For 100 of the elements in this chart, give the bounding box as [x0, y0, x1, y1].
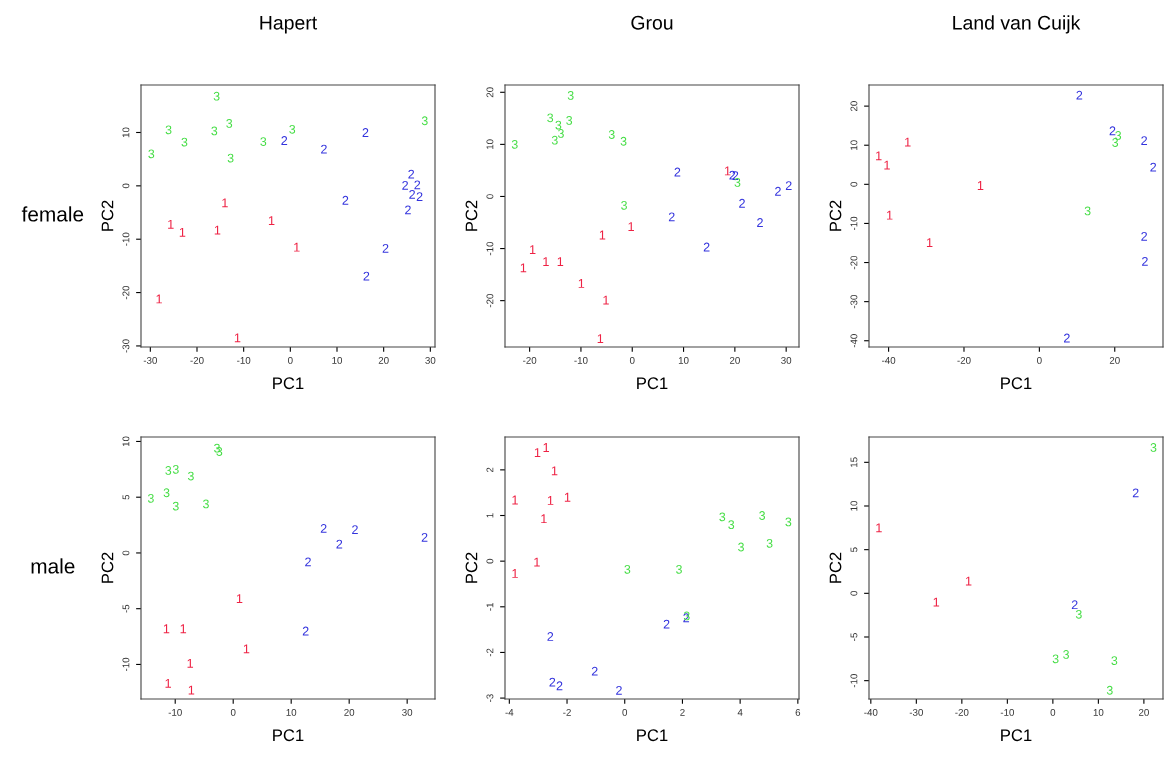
x-tick-label: 0 — [629, 356, 635, 364]
point — [236, 594, 243, 604]
y-tick-label: -40 — [850, 334, 858, 348]
point — [179, 227, 186, 237]
point — [1109, 126, 1116, 136]
point — [566, 116, 573, 125]
point — [1111, 656, 1118, 665]
point — [336, 539, 343, 549]
point — [342, 195, 349, 205]
point — [529, 245, 536, 254]
x-tick-label: 30 — [425, 356, 436, 364]
x-tick-label: -20 — [955, 708, 969, 716]
y-tick-label: -20 — [122, 285, 130, 300]
x-tick-label: 0 — [1050, 708, 1056, 716]
point — [578, 279, 585, 288]
x-tick-label: -40 — [864, 708, 878, 716]
y-tick-label: 0 — [486, 194, 494, 199]
x-tick-label: -40 — [882, 356, 896, 364]
x-tick-label: -10 — [574, 356, 588, 364]
point — [785, 517, 792, 527]
point — [163, 624, 170, 634]
point — [408, 169, 415, 179]
point — [668, 212, 675, 222]
point — [1141, 231, 1148, 241]
point — [556, 681, 563, 691]
y-tick-label: 0 — [850, 591, 858, 596]
x-tick-label: 10 — [332, 356, 343, 364]
x-tick-label: 0 — [288, 356, 293, 364]
y-axis-title: PC2 — [829, 552, 842, 583]
x-tick-label: 20 — [378, 356, 389, 364]
x-tick-label: 0 — [622, 708, 628, 716]
point — [172, 464, 179, 474]
point — [549, 677, 556, 687]
y-tick-label: 5 — [850, 547, 858, 552]
point — [674, 167, 681, 177]
point — [1052, 654, 1059, 664]
point — [511, 139, 518, 149]
y-tick-label: 20 — [486, 87, 494, 98]
point — [147, 493, 154, 503]
point — [703, 242, 710, 252]
y-tick-label: -30 — [122, 339, 130, 353]
point — [620, 136, 627, 146]
point — [165, 466, 172, 475]
point — [719, 512, 726, 522]
point — [213, 91, 220, 101]
x-tick-label: 20 — [1109, 356, 1120, 364]
y-tick-label: 0 — [486, 558, 494, 564]
y-tick-label: -20 — [486, 294, 494, 308]
y-axis-title: PC2 — [101, 552, 114, 583]
x-axis-title: PC1 — [273, 377, 304, 390]
point — [759, 511, 766, 520]
y-tick-label: -3 — [486, 694, 494, 702]
point — [226, 119, 233, 128]
chart-title: Hapert — [260, 16, 318, 34]
x-tick-label: -30 — [143, 356, 157, 364]
y-tick-label: 0 — [122, 183, 130, 189]
y-tick-label: 0 — [122, 550, 130, 556]
x-tick-label: -10 — [168, 708, 182, 716]
point — [148, 149, 155, 159]
point — [551, 135, 558, 145]
point — [214, 225, 221, 235]
point — [551, 466, 558, 476]
point — [260, 137, 267, 146]
x-tick-label: 30 — [781, 356, 792, 364]
point — [886, 210, 893, 220]
y-tick-label: -10 — [122, 657, 130, 672]
point — [1071, 600, 1078, 610]
x-tick-label: 0 — [230, 708, 236, 716]
point — [1076, 90, 1083, 100]
point — [543, 443, 550, 452]
y-tick-label: -10 — [850, 216, 858, 231]
x-tick-label: 2 — [680, 708, 685, 716]
point — [1084, 206, 1091, 216]
point — [557, 257, 564, 266]
point — [180, 624, 187, 634]
point — [557, 129, 564, 138]
point — [281, 136, 288, 145]
point — [211, 126, 218, 136]
point — [591, 666, 598, 676]
point — [165, 125, 172, 135]
x-axis-title: PC1 — [637, 377, 668, 390]
x-tick-label: 0 — [1037, 356, 1042, 364]
point — [289, 124, 296, 134]
point — [785, 181, 792, 190]
point — [567, 91, 574, 100]
x-tick-label: -4 — [505, 709, 514, 716]
x-tick-label: 4 — [737, 709, 743, 716]
y-tick-label: 2 — [486, 467, 494, 473]
point — [597, 334, 604, 344]
y-tick-label: -10 — [850, 674, 858, 688]
point — [1075, 609, 1082, 619]
y-tick-label: 20 — [850, 101, 858, 112]
x-tick-label: 20 — [1138, 708, 1149, 716]
point — [187, 658, 194, 668]
point — [734, 178, 741, 187]
x-tick-label: -20 — [190, 356, 204, 364]
chart-title: Land van Cuijk — [953, 15, 1081, 34]
x-tick-label: 20 — [729, 356, 740, 364]
y-tick-label: 1 — [486, 513, 494, 518]
y-tick-label: 0 — [850, 182, 858, 187]
